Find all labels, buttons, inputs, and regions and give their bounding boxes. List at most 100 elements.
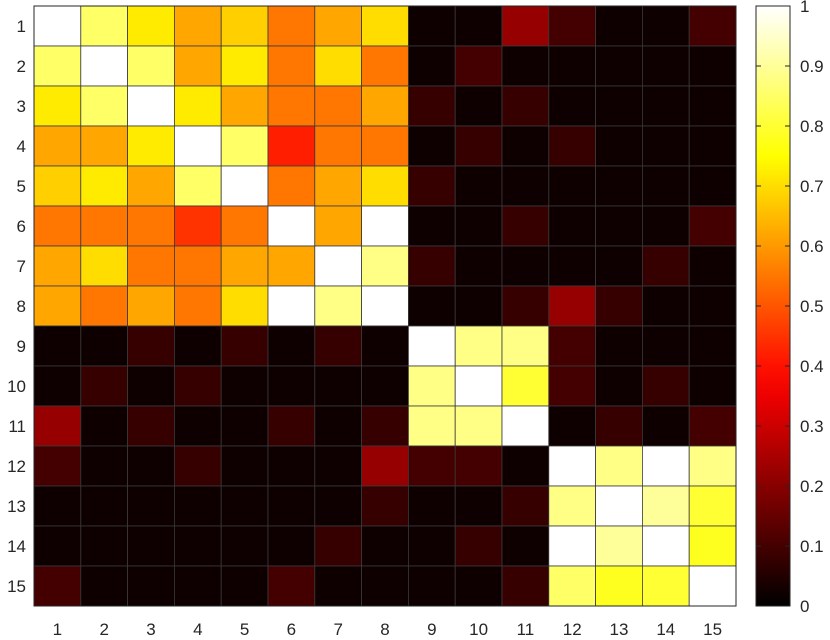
heatmap-cell <box>80 285 129 327</box>
colorbar <box>755 5 791 607</box>
heatmap-cell <box>361 245 409 287</box>
heatmap-cell <box>80 245 129 287</box>
heatmap-cell <box>642 45 690 87</box>
heatmap-cell <box>361 565 409 607</box>
heatmap-cell <box>501 525 550 567</box>
heatmap-cell <box>220 5 269 47</box>
heatmap-cell <box>314 205 362 247</box>
heatmap-cell <box>688 365 737 407</box>
heatmap-cell <box>595 125 643 167</box>
heatmap-cell <box>173 405 222 447</box>
heatmap-cell <box>314 445 362 487</box>
heatmap-cell <box>127 285 175 327</box>
colorbar-tick-label: 0.5 <box>800 297 824 316</box>
heatmap-cell <box>314 5 362 47</box>
heatmap-cell <box>361 45 409 87</box>
heatmap-cell <box>642 325 690 367</box>
heatmap-cell <box>127 445 175 487</box>
heatmap-cell <box>501 205 550 247</box>
heatmap-cell <box>595 525 643 567</box>
heatmap-cell <box>33 45 82 87</box>
heatmap-cell <box>595 205 643 247</box>
colorbar-tick-label: 0.4 <box>800 357 824 376</box>
heatmap-cell <box>127 485 175 527</box>
heatmap-cell <box>220 445 269 487</box>
x-tick-label: 3 <box>146 620 155 639</box>
y-tick-label: 11 <box>8 417 26 436</box>
heatmap-cell <box>267 205 316 247</box>
heatmap-cell <box>220 165 269 207</box>
colorbar-tick-label: 0.6 <box>800 237 824 256</box>
heatmap-cell <box>33 245 82 287</box>
heatmap-cell <box>501 285 550 327</box>
heatmap-cell <box>688 485 737 527</box>
heatmap-cell <box>407 205 456 247</box>
heatmap-cell <box>688 5 737 47</box>
heatmap-cell <box>80 45 129 87</box>
heatmap-cell <box>173 245 222 287</box>
heatmap-cell <box>454 365 503 407</box>
heatmap-cell <box>127 405 175 447</box>
heatmap-cell <box>267 485 316 527</box>
heatmap-cell <box>501 125 550 167</box>
heatmap-cell <box>501 365 550 407</box>
y-tick-label: 3 <box>17 97 26 116</box>
heatmap-cell <box>33 5 82 47</box>
heatmap-cell <box>80 445 129 487</box>
heatmap-cell <box>595 285 643 327</box>
x-tick-label: 14 <box>656 620 675 639</box>
y-tick-label: 13 <box>7 497 26 516</box>
heatmap-cell <box>548 5 596 47</box>
heatmap-cell <box>548 245 596 287</box>
heatmap-cell <box>361 165 409 207</box>
heatmap-cell <box>314 85 362 127</box>
heatmap-cell <box>454 325 503 367</box>
y-tick-label: 2 <box>17 57 26 76</box>
heatmap-cell <box>33 445 82 487</box>
colorbar-tick-label: 0.9 <box>800 57 824 76</box>
heatmap-cell <box>33 525 82 567</box>
heatmap-cell <box>407 125 456 167</box>
heatmap-cell <box>688 325 737 367</box>
heatmap-cell <box>33 285 82 327</box>
heatmap-cell <box>407 485 456 527</box>
y-tick-label: 7 <box>17 257 26 276</box>
heatmap-cell <box>548 205 596 247</box>
heatmap-cell <box>173 85 222 127</box>
heatmap-cell <box>361 5 409 47</box>
heatmap-cell <box>173 165 222 207</box>
heatmap-cell <box>501 565 550 607</box>
heatmap-cell <box>220 85 269 127</box>
heatmap-cell <box>688 125 737 167</box>
heatmap-cell <box>548 45 596 87</box>
heatmap-cell <box>80 525 129 567</box>
heatmap-cell <box>688 205 737 247</box>
heatmap-cell <box>407 405 456 447</box>
x-tick-label: 7 <box>333 620 342 639</box>
heatmap-cell <box>267 365 316 407</box>
heatmap-cell <box>127 165 175 207</box>
heatmap-cell <box>80 365 129 407</box>
y-tick-label: 4 <box>17 137 26 156</box>
heatmap-cell <box>688 525 737 567</box>
heatmap-cell <box>127 125 175 167</box>
heatmap-cell <box>407 565 456 607</box>
heatmap-cell <box>173 525 222 567</box>
heatmap-cell <box>548 365 596 407</box>
heatmap-cell <box>454 85 503 127</box>
heatmap-cell <box>33 325 82 367</box>
heatmap-cell <box>642 445 690 487</box>
heatmap-cell <box>220 245 269 287</box>
x-tick-label: 4 <box>193 620 202 639</box>
heatmap-cell <box>173 125 222 167</box>
heatmap-cell <box>80 165 129 207</box>
heatmap-cell <box>595 85 643 127</box>
x-tick-label: 12 <box>563 620 582 639</box>
heatmap-cell <box>642 365 690 407</box>
heatmap-cell <box>361 525 409 567</box>
heatmap-cell <box>548 165 596 207</box>
heatmap-cell <box>220 325 269 367</box>
heatmap-cell <box>595 325 643 367</box>
heatmap-cell <box>454 525 503 567</box>
